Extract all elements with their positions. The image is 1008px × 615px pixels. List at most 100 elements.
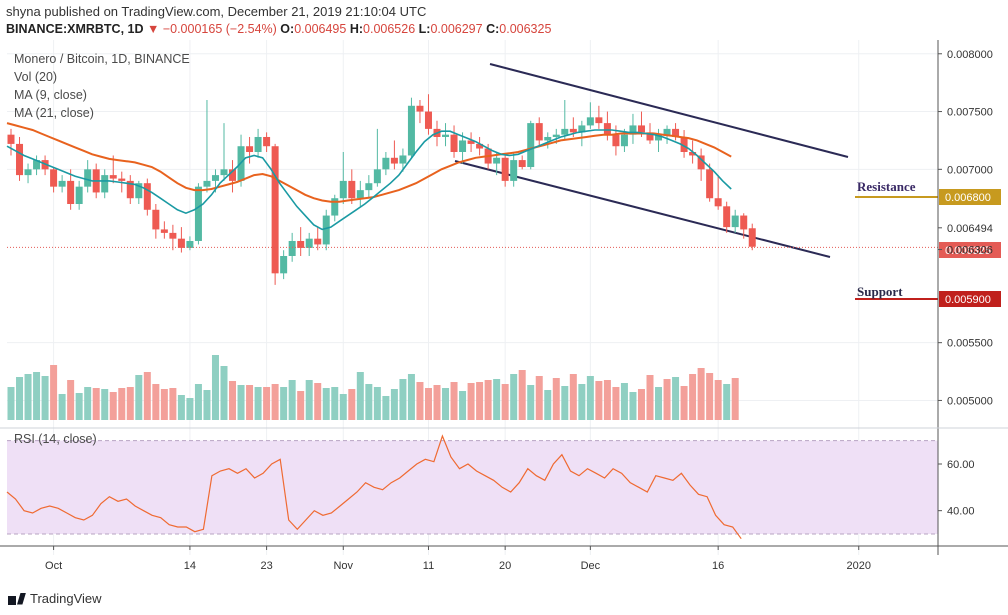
- chart-header: shyna published on TradingView.com, Dece…: [0, 0, 1008, 40]
- volume-bar: [459, 391, 467, 420]
- volume-bar: [407, 374, 415, 420]
- price-badge-label: 0.006325: [945, 245, 991, 257]
- candle-body: [348, 180, 356, 199]
- candle-body: [723, 206, 731, 228]
- volume-bar: [67, 380, 75, 420]
- volume-bar: [356, 372, 364, 420]
- candle-body: [271, 146, 279, 274]
- candle-body: [84, 169, 92, 187]
- candle-body: [424, 111, 432, 129]
- candle-body: [535, 123, 543, 141]
- volume-bar: [561, 386, 569, 420]
- candle-body: [527, 123, 535, 168]
- rsi-line: [6, 434, 742, 540]
- volume-bar: [75, 393, 83, 420]
- price-tick-label: 0.006306: [947, 245, 993, 257]
- candle-body: [177, 238, 185, 248]
- candle-body: [67, 180, 75, 204]
- volume-bar: [322, 388, 330, 420]
- candle-body: [365, 183, 373, 191]
- candle-body: [33, 160, 41, 170]
- volume-bar: [450, 382, 458, 420]
- trend-channel: [454, 63, 849, 258]
- brand-label: TradingView: [30, 591, 102, 606]
- volume-bar: [373, 387, 381, 420]
- price-chart[interactable]: Resistance Support 0.006800 0.006325 0.00590…: [0, 40, 1008, 585]
- time-tick-label: 2020: [846, 560, 870, 572]
- time-tick-label: Nov: [333, 560, 353, 572]
- candle-body: [50, 169, 58, 187]
- open-label: O:: [280, 22, 295, 36]
- price-tick-label: 0.008000: [947, 49, 993, 61]
- volume-bar: [177, 395, 185, 420]
- volume-bar: [109, 392, 117, 420]
- low-label: L:: [418, 22, 431, 36]
- candle-body: [544, 136, 552, 141]
- candle-body: [75, 186, 83, 204]
- candle-body: [510, 160, 518, 181]
- volume-bar: [424, 388, 432, 420]
- volume-bar: [41, 376, 49, 420]
- candle-body: [442, 134, 450, 137]
- tradingview-logo[interactable]: TradingView: [8, 591, 102, 606]
- candle-body: [220, 169, 228, 176]
- volume-bar: [399, 379, 407, 420]
- price-tick-label: 0.005000: [947, 395, 993, 407]
- volume-bar: [288, 380, 296, 420]
- volume-bar: [697, 368, 705, 420]
- candle-body: [373, 169, 381, 184]
- footer: TradingView: [0, 585, 1008, 615]
- volume-bar: [220, 366, 228, 420]
- ma9-line: [6, 129, 732, 231]
- candle-body: [24, 169, 32, 176]
- volume-bar: [254, 387, 262, 420]
- rsi-pane: 60.00 40.00: [6, 434, 975, 540]
- volume-bar: [416, 382, 424, 420]
- volume-bar: [229, 381, 237, 420]
- candle-body: [561, 128, 569, 135]
- candle-body: [586, 117, 594, 126]
- volume-bar: [672, 377, 680, 420]
- upper-trendline: [489, 63, 849, 158]
- volume-bar: [331, 387, 339, 420]
- candle-body: [288, 240, 296, 256]
- volume-bar: [101, 389, 109, 420]
- price-badge: [939, 189, 1001, 205]
- candle-body: [680, 136, 688, 152]
- volume-bar: [510, 374, 518, 420]
- volume-bar: [160, 389, 168, 420]
- price-tick-label: 0.005500: [947, 338, 993, 350]
- rsi-band: [7, 440, 938, 534]
- legend-ma9: MA (9, close): [14, 88, 87, 102]
- candle-body: [714, 198, 722, 207]
- legend-rsi: RSI (14, close): [14, 432, 97, 446]
- low-value: 0.006297: [430, 22, 483, 36]
- candle-body: [501, 157, 509, 181]
- volume-bar: [595, 381, 603, 420]
- volume-bar: [118, 388, 126, 420]
- candle-body: [493, 157, 501, 164]
- volume-bar: [620, 383, 628, 420]
- volume-bar: [126, 387, 134, 420]
- volume-bar: [655, 387, 663, 420]
- candle-body: [578, 125, 586, 133]
- candle-body: [595, 117, 603, 124]
- candle-body: [382, 157, 390, 170]
- volume-bar: [552, 378, 560, 420]
- time-tick-label: 20: [499, 560, 511, 572]
- candle-body: [126, 180, 134, 199]
- volume-bar: [527, 385, 535, 420]
- time-tick-label: 16: [712, 560, 724, 572]
- candle-body: [169, 232, 177, 239]
- volume-bar: [578, 384, 586, 420]
- candle-body: [58, 180, 66, 187]
- volume-bar: [84, 387, 92, 420]
- candle-body: [203, 180, 211, 187]
- high-label: H:: [349, 22, 364, 36]
- candle-body: [7, 134, 15, 144]
- volume-bar: [194, 384, 202, 420]
- candle-body: [612, 134, 620, 147]
- volume-bar: [382, 396, 390, 420]
- price-tick-label: 0.007500: [947, 107, 993, 119]
- volume-bar: [586, 376, 594, 420]
